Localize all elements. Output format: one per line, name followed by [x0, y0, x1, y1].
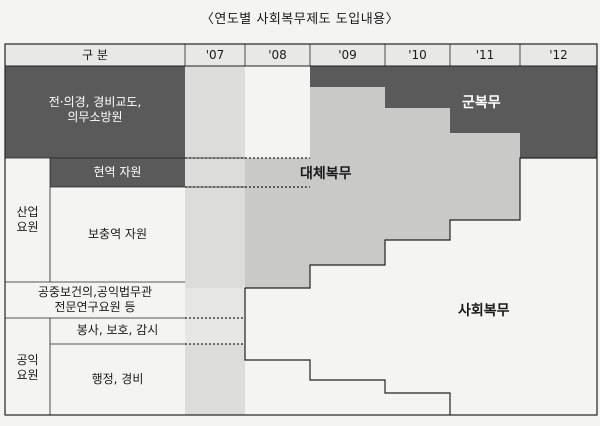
alternative-service-region-2: [185, 66, 245, 288]
military-service-label: 군복무: [462, 95, 501, 111]
admin-label: 행정, 경비: [91, 372, 144, 386]
admin-shaded: [185, 344, 245, 415]
public-group-label: 공익 요원: [16, 353, 39, 382]
header-year-2008: '08: [268, 48, 287, 62]
header-year-2010: '10: [408, 48, 427, 62]
social-service-label: 사회복무: [458, 303, 510, 319]
public-health-label: 공중보건의,공익법무관 전문연구요원 등: [37, 285, 153, 314]
military-row-label: 전·의경, 경비교도, 의무소방원: [48, 95, 142, 124]
alternative-social-boundary: [245, 157, 597, 289]
active-duty-label: 현역 자원: [93, 165, 142, 179]
military-service-region: [245, 66, 597, 158]
header-category: 구 분: [82, 48, 108, 62]
industry-group-label: 산업 요원: [16, 205, 39, 234]
public-health-shaded: [185, 288, 245, 344]
header-year-2011: '11: [475, 48, 495, 62]
welfare-label: 봉사, 보호, 감시: [76, 323, 159, 337]
alternative-service-label: 대체복무: [300, 166, 352, 182]
alternative-service-region: [245, 87, 520, 288]
header-year-2009: '09: [338, 48, 357, 62]
social-service-boundary: [244, 288, 451, 415]
header-year-2007: '07: [205, 48, 225, 62]
header-row: [5, 44, 597, 66]
caption: 〈연도별 사회복무제도 도입내용〉: [200, 12, 400, 27]
header-year-2012: '12: [549, 48, 568, 62]
supplementary-label: 보충역 자원: [87, 227, 147, 241]
social-service-region: [245, 158, 597, 415]
